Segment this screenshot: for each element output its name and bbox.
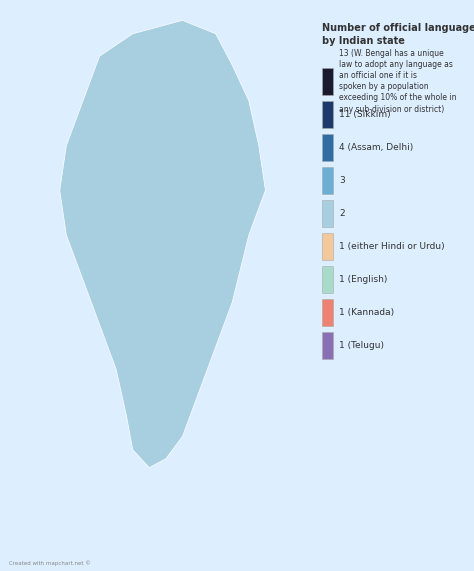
Text: 1 (either Hindi or Urdu): 1 (either Hindi or Urdu) (339, 242, 445, 251)
Text: 1 (English): 1 (English) (339, 275, 387, 284)
FancyBboxPatch shape (322, 332, 333, 359)
Text: 1 (Telugu): 1 (Telugu) (339, 341, 384, 350)
Text: 11 (Sikkim): 11 (Sikkim) (339, 110, 391, 119)
FancyBboxPatch shape (322, 200, 333, 227)
FancyBboxPatch shape (322, 233, 333, 260)
FancyBboxPatch shape (322, 167, 333, 194)
Text: 2: 2 (339, 209, 345, 218)
Text: Created with mapchart.net ©: Created with mapchart.net © (9, 561, 91, 566)
FancyBboxPatch shape (322, 266, 333, 293)
Polygon shape (60, 21, 265, 468)
Text: 3: 3 (339, 176, 345, 185)
Text: 1 (Kannada): 1 (Kannada) (339, 308, 394, 317)
FancyBboxPatch shape (322, 299, 333, 326)
Text: 13 (W. Bengal has a unique
law to adopt any language as
an official one if it is: 13 (W. Bengal has a unique law to adopt … (339, 49, 456, 114)
FancyBboxPatch shape (322, 68, 333, 95)
Text: Number of official languages
by Indian state: Number of official languages by Indian s… (322, 23, 474, 46)
FancyBboxPatch shape (322, 100, 333, 128)
Text: 4 (Assam, Delhi): 4 (Assam, Delhi) (339, 143, 413, 152)
FancyBboxPatch shape (322, 134, 333, 161)
